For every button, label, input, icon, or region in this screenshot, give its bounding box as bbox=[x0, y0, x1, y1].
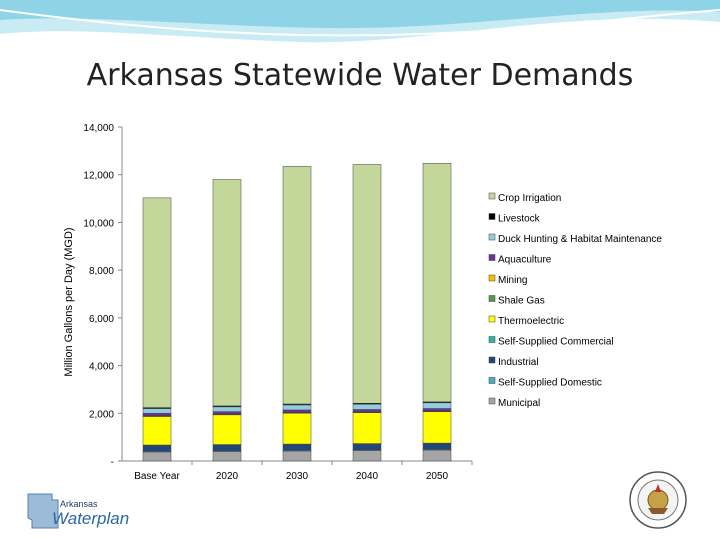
y-tick-label: 6,000 bbox=[89, 314, 114, 325]
legend-swatch bbox=[488, 192, 496, 200]
header-banner bbox=[0, 0, 720, 43]
bar-segment-crop-irrigation bbox=[422, 163, 452, 403]
y-tick-label: 8,000 bbox=[89, 266, 114, 277]
bar-segment-aquaculture bbox=[422, 408, 452, 412]
legend-label: Crop Irrigation bbox=[498, 193, 561, 204]
y-tick-label: 2,000 bbox=[89, 409, 114, 420]
legend-item-duck-hunting-habitat-maintenance: Duck Hunting & Habitat Maintenance bbox=[488, 233, 662, 245]
bar-segment-crop-irrigation bbox=[282, 166, 312, 405]
legend-swatch bbox=[488, 213, 496, 220]
state-outline-icon bbox=[27, 493, 59, 529]
bar-segment-aquaculture bbox=[142, 413, 172, 416]
legend-label: Thermoelectric bbox=[498, 316, 564, 327]
legend-label: Livestock bbox=[498, 214, 541, 225]
bar-segment-aquaculture bbox=[282, 409, 312, 413]
bar-segment-industrial bbox=[142, 445, 172, 452]
legend-swatch bbox=[488, 356, 496, 364]
y-axis-label: Million Gallons per Day (MGD) bbox=[63, 227, 75, 376]
legend-label: Municipal bbox=[498, 398, 540, 409]
y-tick-label: 14,000 bbox=[83, 123, 114, 134]
legend-swatch bbox=[488, 233, 496, 241]
bar-segment-municipal bbox=[282, 450, 312, 462]
chart-axes: - 2,000 4,000 6,000 8,000 10,000 12,000 14,000 bbox=[83, 123, 473, 468]
bar-segment-industrial bbox=[352, 443, 382, 451]
y-tick-label: 4,000 bbox=[89, 362, 114, 373]
x-tick-label: Base Year bbox=[134, 471, 180, 482]
arkansas-waterplan-logo: Arkansas Waterplan bbox=[27, 493, 129, 529]
logo-wordmark-small: Arkansas bbox=[60, 499, 98, 509]
legend-swatch bbox=[488, 254, 496, 261]
legend-label: Shale Gas bbox=[498, 296, 545, 307]
bar-segment-aquaculture bbox=[212, 411, 242, 415]
legend-item-self-supplied-domestic: Self-Supplied Domestic bbox=[488, 377, 602, 389]
banner-wave-highlight bbox=[0, 9, 720, 37]
legend-swatch bbox=[488, 336, 496, 343]
legend-swatch bbox=[488, 315, 496, 323]
bar-segment-duck-hunting-habitat-maintenance bbox=[142, 408, 172, 414]
bar-segment-aquaculture bbox=[352, 409, 382, 413]
bar-segment-duck-hunting-habitat-maintenance bbox=[422, 402, 452, 409]
legend-swatch bbox=[488, 397, 496, 405]
legend-item-aquaculture: Aquaculture bbox=[488, 254, 552, 266]
page-title: Arkansas Statewide Water Demands bbox=[86, 58, 634, 93]
legend-label: Duck Hunting & Habitat Maintenance bbox=[498, 234, 662, 245]
bar-segment-industrial bbox=[422, 443, 452, 450]
bar-segment-thermoelectric bbox=[422, 411, 452, 444]
legend-swatch bbox=[488, 295, 496, 302]
chart-x-labels: Base Year 2020 2030 2040 2050 bbox=[134, 471, 448, 482]
bar-segment-municipal bbox=[142, 451, 172, 462]
x-tick-label: 2040 bbox=[356, 471, 379, 482]
chart-bars bbox=[142, 163, 452, 462]
bar-segment-duck-hunting-habitat-maintenance bbox=[352, 403, 382, 410]
bar-segment-thermoelectric bbox=[352, 412, 382, 444]
legend-swatch bbox=[488, 377, 496, 384]
x-tick-label: 2020 bbox=[216, 471, 239, 482]
legend-label: Self-Supplied Domestic bbox=[498, 378, 602, 389]
y-tick-label: 10,000 bbox=[83, 218, 114, 229]
legend-item-self-supplied-commercial: Self-Supplied Commercial bbox=[488, 336, 614, 348]
legend-swatch bbox=[488, 274, 496, 282]
bar-segment-crop-irrigation bbox=[212, 179, 242, 407]
bar-segment-municipal bbox=[212, 451, 242, 462]
chart-legend: Crop Irrigation Livestock Duck Hunting & H… bbox=[488, 192, 662, 409]
legend-label: Mining bbox=[498, 275, 527, 286]
legend-item-shale-gas: Shale Gas bbox=[488, 295, 545, 307]
x-tick-label: 2050 bbox=[426, 471, 449, 482]
bar-segment-crop-irrigation bbox=[352, 164, 382, 404]
legend-item-municipal: Municipal bbox=[488, 397, 540, 409]
bar-segment-thermoelectric bbox=[212, 414, 242, 445]
y-tick-label: - bbox=[111, 457, 114, 468]
legend-item-mining: Mining bbox=[488, 274, 527, 286]
bar-segment-industrial bbox=[212, 444, 242, 451]
logo-wordmark: Waterplan bbox=[52, 509, 129, 528]
bar-segment-municipal bbox=[422, 449, 452, 462]
x-tick-label: 2030 bbox=[286, 471, 309, 482]
bar-segment-municipal bbox=[352, 450, 382, 462]
legend-label: Industrial bbox=[498, 357, 539, 368]
y-tick-label: 12,000 bbox=[83, 171, 114, 182]
legend-item-thermoelectric: Thermoelectric bbox=[488, 315, 564, 327]
legend-item-crop-irrigation: Crop Irrigation bbox=[488, 192, 561, 204]
state-seal-icon bbox=[629, 471, 687, 529]
legend-label: Aquaculture bbox=[498, 255, 552, 266]
bar-segment-thermoelectric bbox=[282, 412, 312, 445]
bar-segment-industrial bbox=[282, 444, 312, 451]
bar-segment-thermoelectric bbox=[142, 416, 172, 446]
bar-segment-duck-hunting-habitat-maintenance bbox=[212, 406, 242, 412]
legend-label: Self-Supplied Commercial bbox=[498, 337, 614, 348]
bar-segment-crop-irrigation bbox=[142, 197, 172, 408]
legend-item-industrial: Industrial bbox=[488, 356, 539, 368]
legend-item-livestock: Livestock bbox=[488, 213, 541, 225]
bar-segment-duck-hunting-habitat-maintenance bbox=[282, 404, 312, 411]
banner-wave-mid bbox=[0, 0, 720, 29]
